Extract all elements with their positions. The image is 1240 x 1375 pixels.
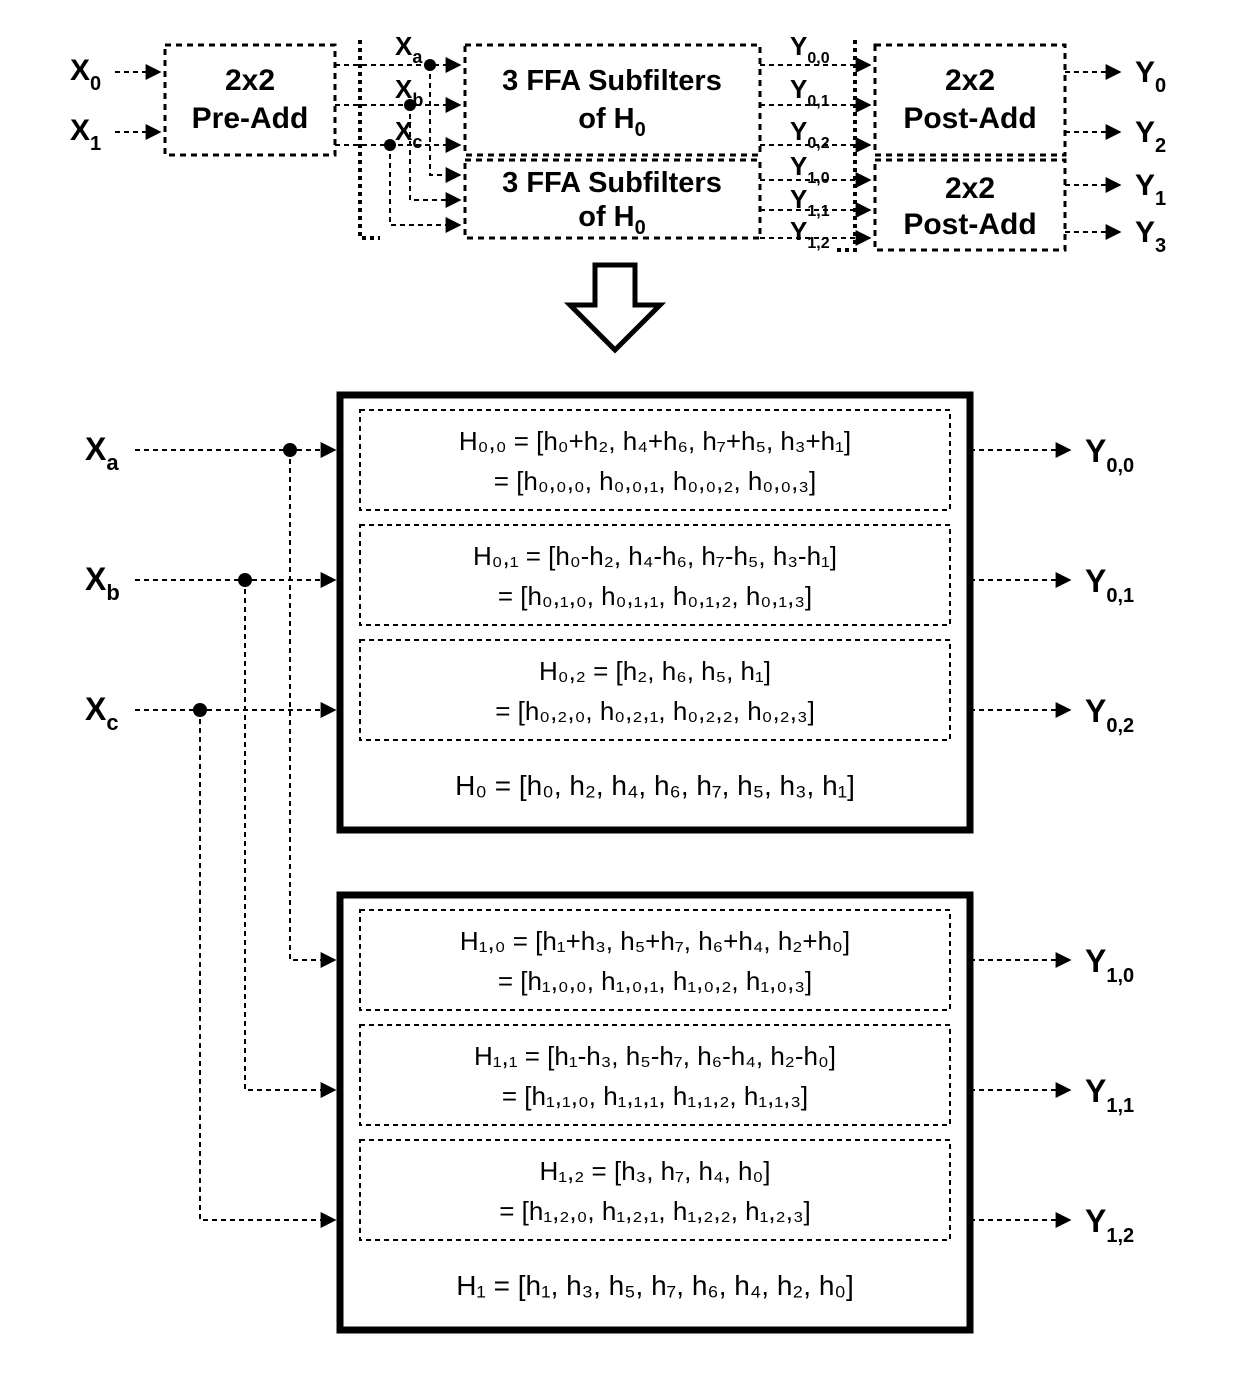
out-y11: Y1,1 [1085,1073,1134,1117]
preadd-l2: Pre-Add [192,102,309,135]
label-xc: Xc [395,116,422,152]
h10-l2: = [h₁,₀,₀, h₁,₀,₁, h₁,₀,₂, h₁,₀,₃] [498,966,812,996]
out-y10: Y1,0 [1085,943,1134,987]
label-xa: Xa [395,31,423,67]
label-y02: Y0,2 [790,116,830,152]
h11-l2: = [h₁,₁,₀, h₁,₁,₁, h₁,₁,₂, h₁,₁,₃] [502,1081,808,1111]
bracket-left [360,40,380,238]
h02-l2: = [h₀,₂,₀, h₀,₂,₁, h₀,₂,₂, h₀,₂,₃] [495,696,815,726]
preadd-l1: 2x2 [225,64,275,97]
h10-l1: H₁,₀ = [h₁+h₃, h₅+h₇, h₆+h₄, h₂+h₀] [460,926,850,956]
h01-l2: = [h₀,₁,₀, h₀,₁,₁, h₀,₁,₂, h₀,₁,₃] [498,581,812,611]
out-y12: Y1,2 [1085,1203,1134,1247]
out-y02: Y0,2 [1085,693,1134,737]
h11-l1: H₁,₁ = [h₁-h₃, h₅-h₇, h₆-h₄, h₂-h₀] [474,1041,836,1071]
box-post0 [875,45,1065,155]
ffa1-l1: 3 FFA Subfilters [502,167,722,199]
detail-xa: Xa [85,431,119,475]
label-y0: Y0 [1135,56,1166,97]
post0-l2: Post-Add [903,102,1036,135]
detail-xb: Xb [85,561,120,605]
out-y00: Y0,0 [1085,433,1134,477]
label-y11: Y1,1 [790,184,830,220]
label-y12: Y1,2 [790,216,830,252]
h0-summary: H₀ = [h₀, h₂, h₄, h₆, h₇, h₅, h₃, h₁] [455,770,855,801]
wire [430,65,460,175]
ffa1-l2: of H0 [578,201,646,239]
wire [290,450,335,960]
h02-l1: H₀,₂ = [h₂, h₆, h₅, h₁] [539,656,771,686]
h00-l2: = [h₀,₀,₀, h₀,₀,₁, h₀,₀,₂, h₀,₀,₃] [494,466,816,496]
label-x1: X1 [70,114,101,155]
wire [245,580,335,1090]
expand-arrow-icon [570,265,660,350]
h12-l2: = [h₁,₂,₀, h₁,₂,₁, h₁,₂,₂, h₁,₂,₃] [499,1196,811,1226]
box-h1 [340,895,970,1330]
post1-l1: 2x2 [945,172,995,205]
h00-l1: H₀,₀ = [h₀+h₂, h₄+h₆, h₇+h₅, h₃+h₁] [459,426,851,456]
post1-l2: Post-Add [903,208,1036,241]
wire [200,710,335,1220]
ffa0-l1: 3 FFA Subfilters [502,65,722,97]
label-y00: Y0,0 [790,31,830,67]
box-h0 [340,395,970,830]
detail-xc: Xc [85,691,119,735]
box-preadd [165,45,335,155]
wire [410,105,460,200]
label-y2: Y2 [1135,116,1166,157]
h01-l1: H₀,₁ = [h₀-h₂, h₄-h₆, h₇-h₅, h₃-h₁] [473,541,837,571]
h12-l1: H₁,₂ = [h₃, h₇, h₄, h₀] [539,1156,770,1186]
label-y3: Y3 [1135,216,1166,257]
h1-summary: H₁ = [h₁, h₃, h₅, h₇, h₆, h₄, h₂, h₀] [456,1270,854,1301]
out-y01: Y0,1 [1085,563,1134,607]
label-x0: X0 [70,54,101,95]
label-y1: Y1 [1135,169,1166,210]
label-y10: Y1,0 [790,151,830,187]
wire [390,145,460,225]
box-ffa0 [465,45,760,155]
ffa0-l2: of H0 [578,103,646,141]
post0-l1: 2x2 [945,64,995,97]
